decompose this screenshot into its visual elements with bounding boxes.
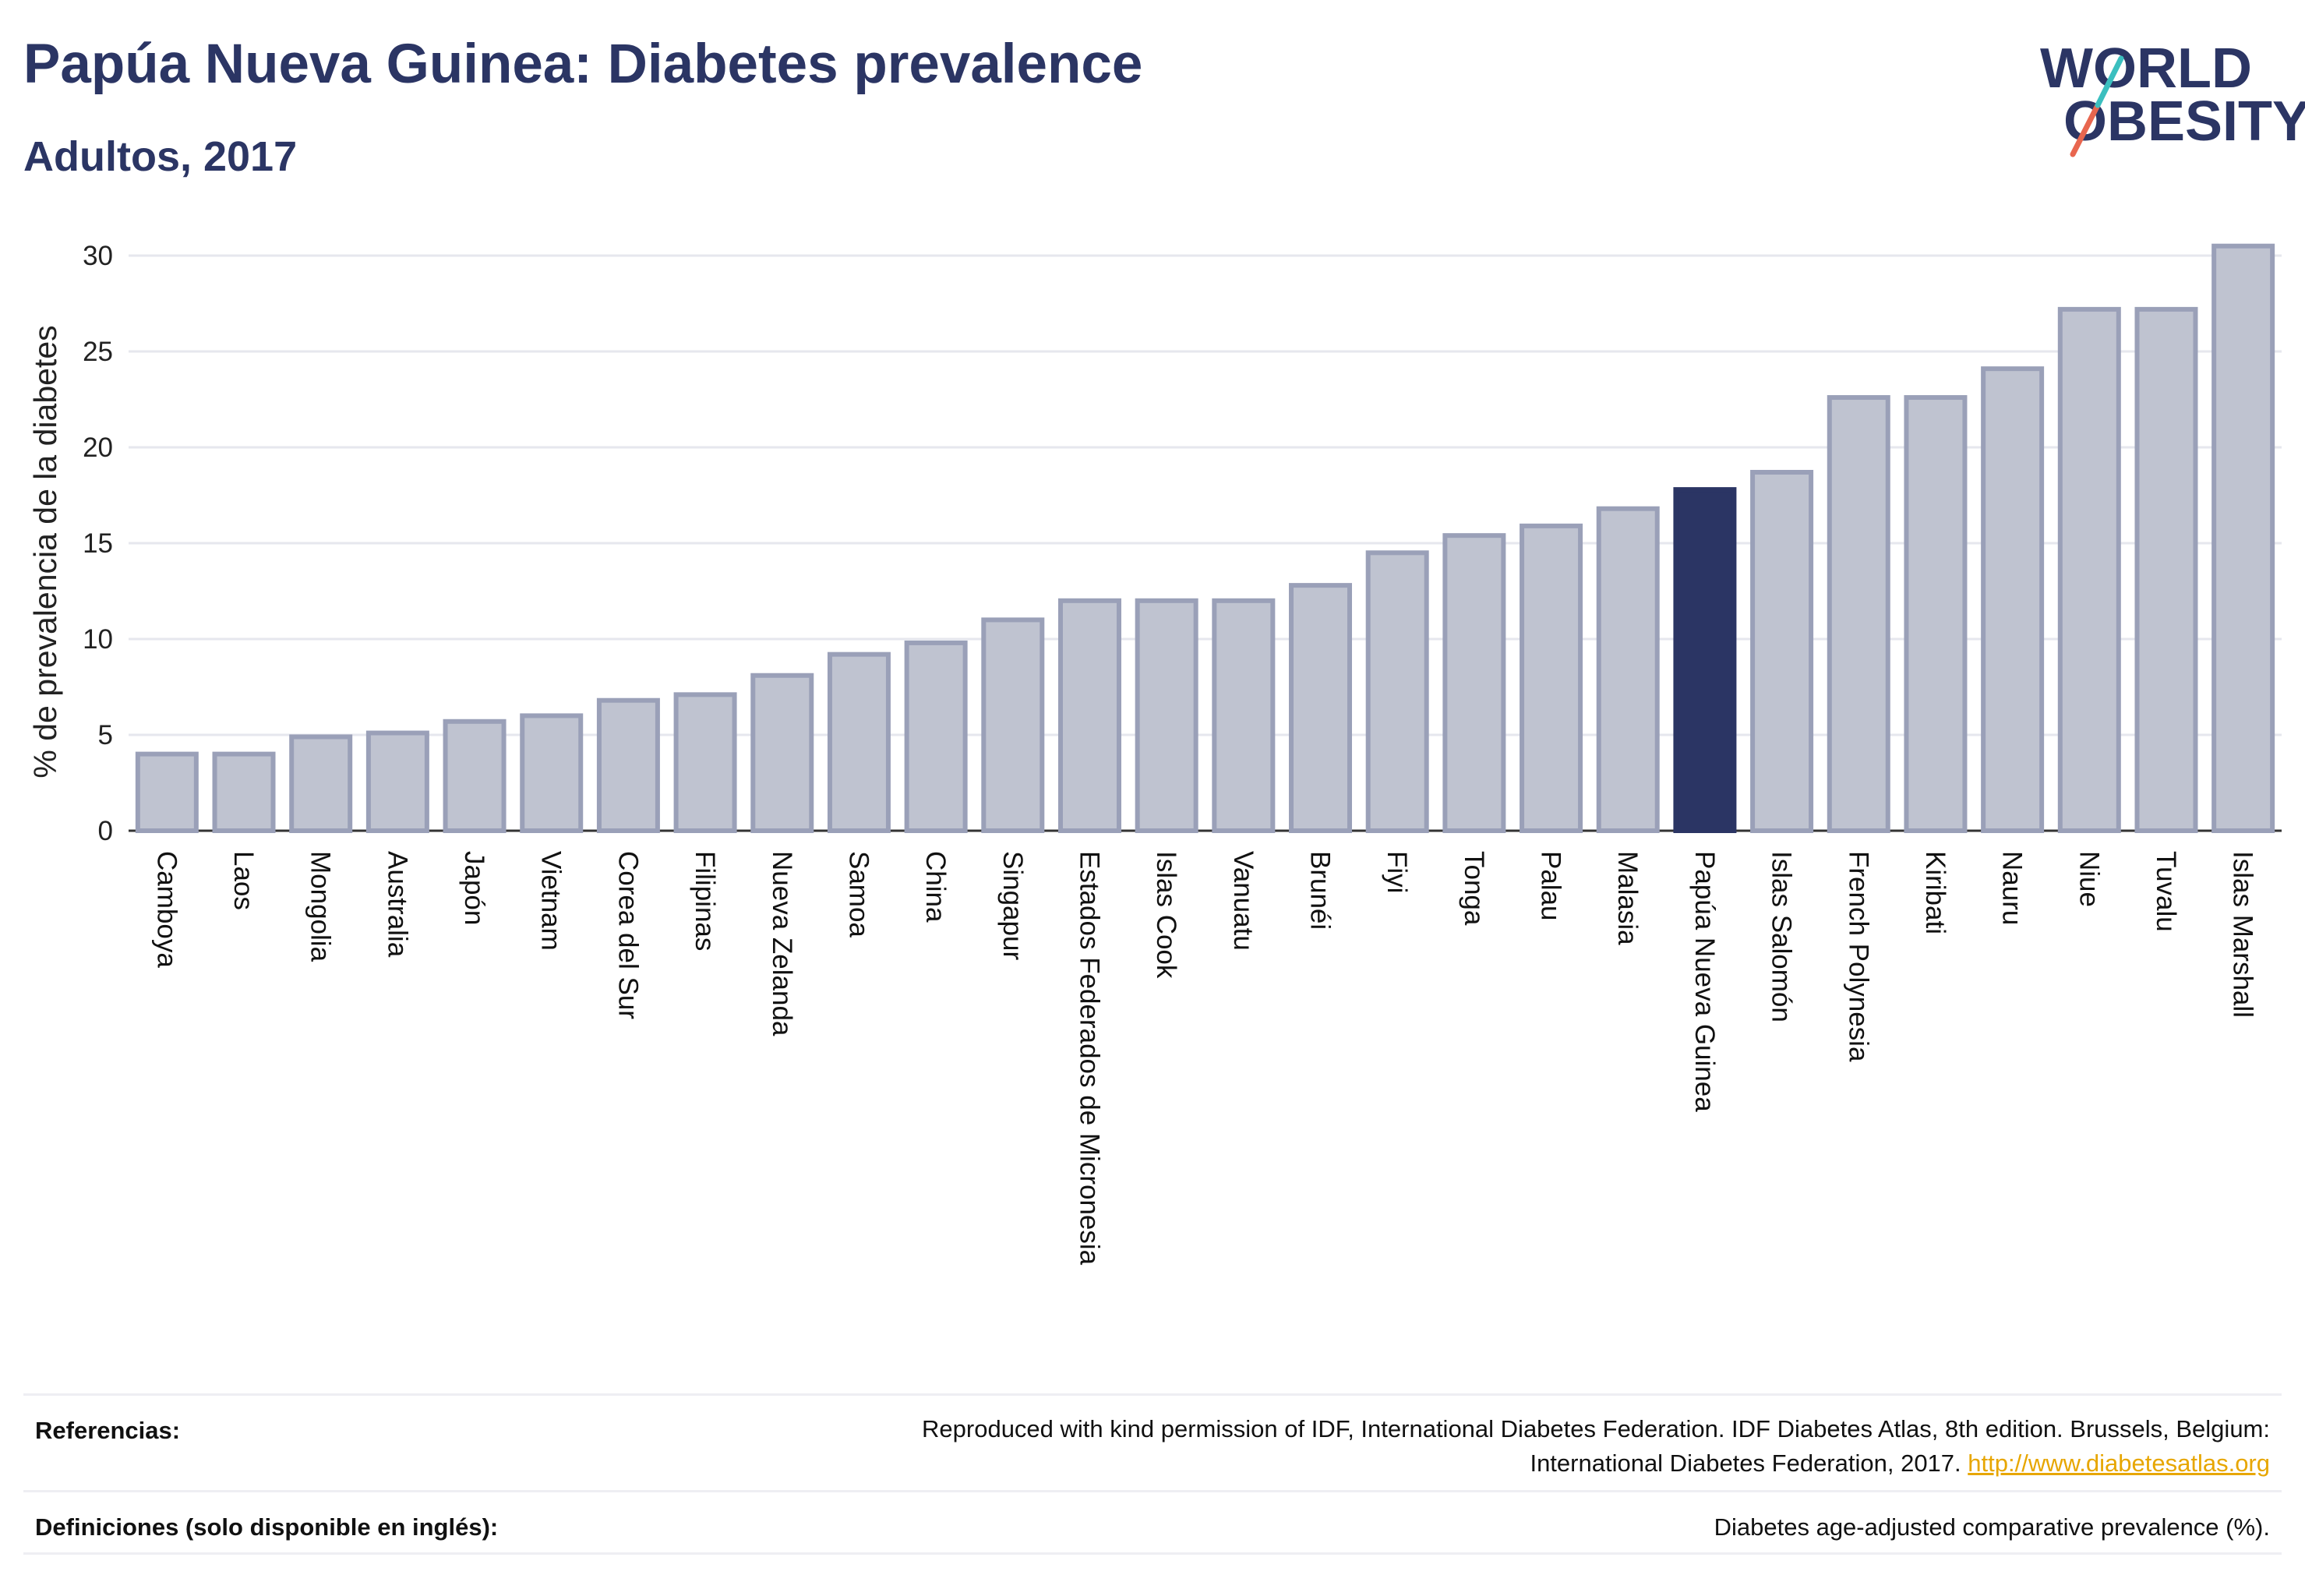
x-tick-label: Nauru [1997, 851, 2028, 925]
definitions-text: Diabetes age-adjusted comparative preval… [1714, 1513, 2270, 1541]
references-link[interactable]: http://www.diabetesatlas.org [1968, 1449, 2270, 1477]
footer-divider [23, 1490, 2282, 1492]
bar [981, 617, 1045, 834]
x-tick-label: Niue [2074, 851, 2104, 907]
logo-line2: OBESITY [2063, 90, 2305, 153]
bar [904, 640, 968, 833]
references-label: Referencias: [35, 1417, 181, 1444]
bar [596, 697, 660, 833]
x-tick-label: Samoa [843, 851, 874, 937]
x-tick-label: Singapur [997, 851, 1028, 960]
definitions-label: Definiciones (solo disponible en inglés)… [35, 1513, 499, 1541]
logo-slash-icon [2070, 55, 2124, 157]
page-subtitle: Adultos, 2017 [23, 133, 298, 180]
x-tick-label: Filipinas [690, 851, 720, 951]
y-tick-label: 25 [83, 337, 113, 367]
page-title: Papúa Nueva Guinea: Diabetes prevalence [23, 34, 1143, 95]
x-tick-label: Brunéi [1305, 851, 1336, 930]
x-tick-label: Islas Cook [1151, 851, 1181, 979]
references-text: Reproduced with kind permission of IDF, … [478, 1412, 2270, 1481]
x-tick-label: Vanuatu [1228, 851, 1258, 951]
y-tick-label: 15 [83, 528, 113, 559]
footer-divider [23, 1393, 2282, 1396]
bar [750, 673, 814, 833]
bar [1904, 395, 1968, 834]
bar [1365, 550, 1429, 833]
y-axis-label: % de prevalencia de la diabetes [27, 325, 63, 778]
bar [1520, 523, 1583, 833]
x-tick-label: Tuvalu [2151, 851, 2181, 932]
x-tick-label: Nueva Zelanda [767, 851, 797, 1036]
x-tick-label: Laos [228, 851, 259, 910]
bar [1981, 366, 2045, 833]
bar [1596, 506, 1660, 833]
x-tick-label: Vietnam [536, 851, 567, 951]
bar [827, 651, 891, 833]
bar-chart: 0 5 10 15 20 25 30 % de prevalencia de la diabe… [27, 241, 2282, 1266]
references-text-line1: Reproduced with kind permission of IDF, … [922, 1415, 2270, 1442]
y-tick-label: 20 [83, 433, 113, 463]
bar [1289, 583, 1353, 833]
x-tick-label: Tonga [1459, 851, 1489, 926]
bar [365, 730, 429, 833]
x-tick-label: Islas Marshall [2228, 851, 2258, 1018]
x-tick-label: Estados Federados de Micronesia [1074, 851, 1104, 1266]
x-tick-label: Mongolia [305, 851, 336, 962]
x-tick-label: Malasia [1612, 851, 1643, 945]
y-tick-label: 10 [83, 624, 113, 655]
bar [1057, 598, 1121, 833]
bar [1135, 598, 1198, 833]
bar [443, 719, 507, 834]
y-tick-label: 0 [98, 816, 113, 846]
x-tick-label: China [920, 851, 951, 923]
y-tick-label: 5 [98, 720, 113, 750]
bar [1673, 487, 1737, 833]
x-tick-label: Corea del Sur [612, 851, 643, 1019]
x-tick-label: Camboya [151, 851, 182, 968]
x-tick-label: Fiyi [1382, 851, 1412, 893]
bar [135, 751, 199, 833]
x-tick-label: Australia [382, 851, 412, 958]
bar [289, 734, 353, 834]
world-obesity-logo: WORLD OBESITY [2026, 31, 2305, 168]
x-tick-label: Kiribati [1920, 851, 1950, 934]
bar [673, 692, 737, 834]
x-tick-label: Japón [459, 851, 489, 925]
bar [520, 713, 584, 834]
bar [1750, 469, 1814, 833]
bar [1827, 395, 1890, 834]
bar [212, 751, 276, 833]
x-tick-label: French Polynesia [1843, 851, 1873, 1062]
x-tick-label: Papúa Nueva Guinea [1689, 851, 1720, 1112]
bar [2211, 243, 2275, 833]
y-tick-label: 30 [83, 241, 113, 271]
logo-line1: WORLD [2040, 37, 2252, 100]
bar [1442, 533, 1506, 833]
bar [1212, 598, 1276, 833]
x-tick-label: Islas Salomón [1767, 851, 1797, 1022]
x-tick-label: Palau [1536, 851, 1566, 921]
footer-divider [23, 1552, 2282, 1555]
bar [2057, 306, 2121, 833]
bar [2134, 306, 2198, 833]
references-text-line2: International Diabetes Federation, 2017. [1530, 1449, 1968, 1477]
